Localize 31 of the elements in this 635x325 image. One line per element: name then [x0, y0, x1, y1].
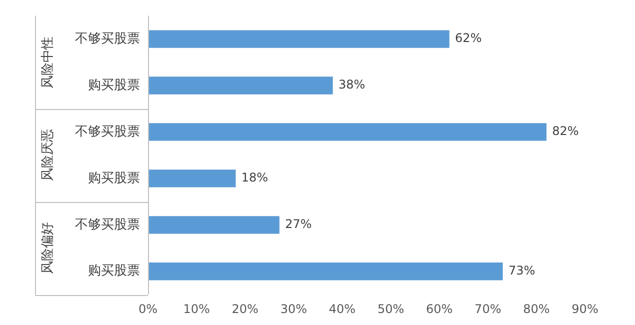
text: 风险厌恶	[40, 129, 56, 182]
y-tick-label: 购买股票	[88, 170, 140, 186]
text: 风险偏好	[40, 222, 56, 274]
bar	[148, 170, 236, 188]
x-tick-label: 10%	[183, 302, 210, 316]
data-label: 38%	[338, 78, 366, 92]
x-tick-label: 30%	[280, 302, 308, 316]
x-tick-label: 70%	[474, 302, 502, 316]
text: 风险中性	[40, 36, 56, 88]
y-tick-label: 不够买股票	[75, 124, 140, 140]
bar	[148, 76, 333, 94]
y-tick-label: 不够买股票	[75, 217, 140, 232]
bar	[148, 30, 450, 48]
x-tick-label: 90%	[572, 302, 598, 316]
bar	[148, 216, 280, 234]
x-tick-label: 80%	[523, 302, 550, 316]
x-tick-label: 0%	[138, 302, 158, 316]
bar	[148, 123, 546, 141]
x-tick-label: 50%	[377, 302, 404, 316]
y-tick-label: 购买股票	[88, 78, 140, 93]
x-tick-label: 60%	[426, 302, 453, 316]
data-label: 27%	[285, 217, 312, 232]
x-tick-label: 40%	[328, 302, 356, 316]
x-tick-label: 20%	[232, 302, 258, 316]
data-label: 73%	[508, 263, 536, 278]
data-label: 18%	[241, 170, 268, 185]
data-label: 82%	[552, 124, 579, 138]
data-label: 62%	[455, 31, 482, 46]
bar	[148, 262, 503, 280]
y-tick-label: 购买股票	[88, 264, 140, 279]
y-tick-label: 不够买股票	[75, 31, 140, 46]
